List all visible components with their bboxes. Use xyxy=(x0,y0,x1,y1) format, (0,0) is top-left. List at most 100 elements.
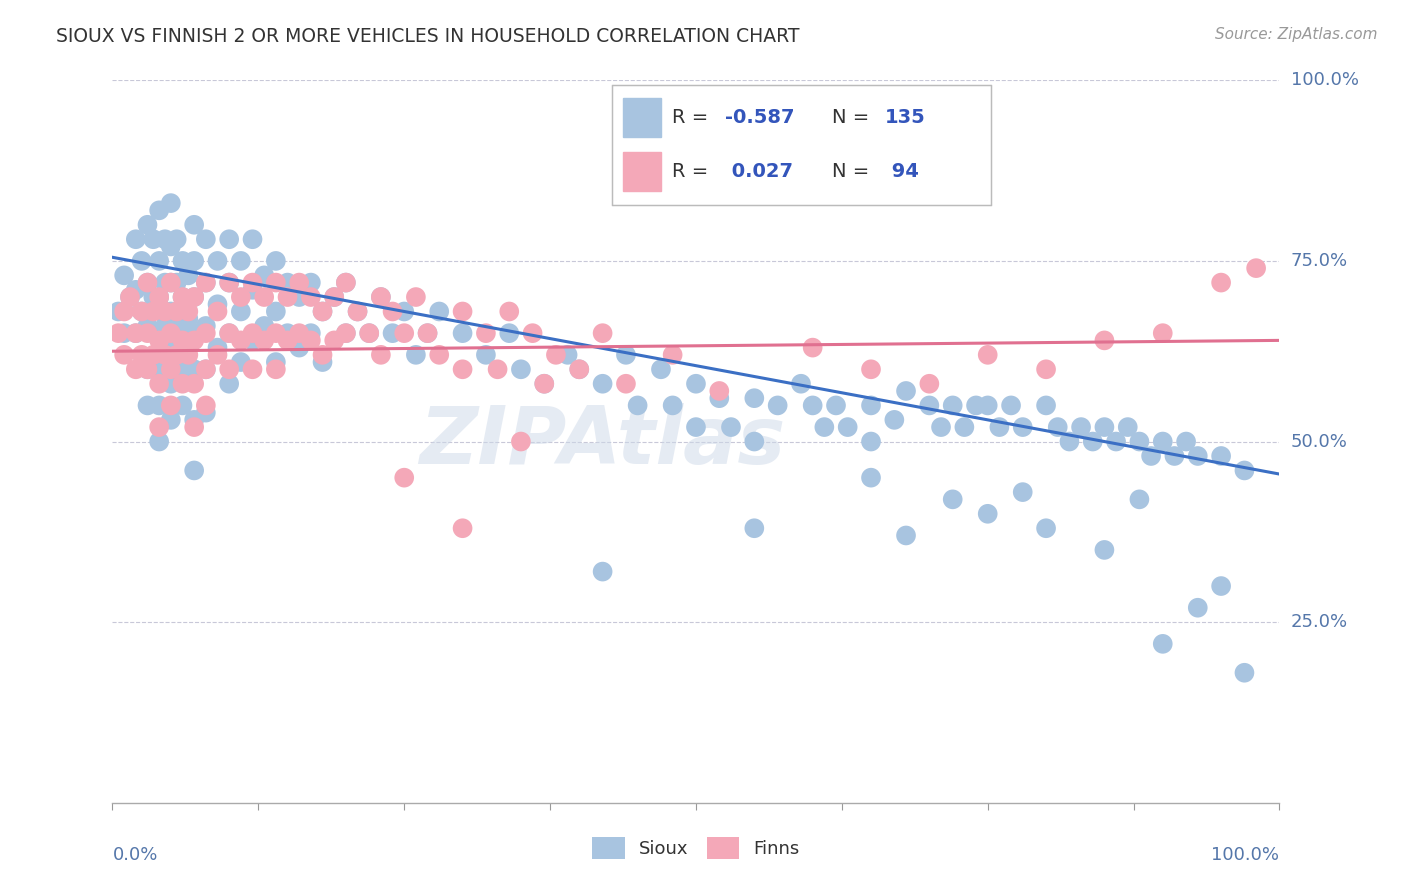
Point xyxy=(1116,420,1139,434)
Point xyxy=(416,326,439,340)
Point xyxy=(194,362,217,376)
Point xyxy=(207,304,229,318)
Point xyxy=(929,420,952,434)
Point xyxy=(131,304,153,318)
Point xyxy=(218,232,240,246)
Point xyxy=(1128,492,1150,507)
Point xyxy=(218,326,240,340)
Point xyxy=(427,304,450,318)
Point xyxy=(370,290,392,304)
Point xyxy=(813,420,835,434)
Point xyxy=(160,413,183,427)
Point xyxy=(229,253,252,268)
Point xyxy=(1187,600,1209,615)
Point xyxy=(942,398,965,412)
Point xyxy=(183,290,205,304)
Point xyxy=(744,434,766,449)
Point xyxy=(194,398,217,412)
Point xyxy=(359,326,381,340)
Text: 135: 135 xyxy=(884,108,925,127)
Point xyxy=(568,362,591,376)
Point xyxy=(709,384,731,398)
Point xyxy=(242,326,264,340)
Point xyxy=(112,304,135,318)
Point xyxy=(172,326,194,340)
Point xyxy=(253,268,276,283)
Point xyxy=(242,283,264,297)
Text: 100.0%: 100.0% xyxy=(1291,71,1358,89)
Point xyxy=(194,326,217,340)
Point xyxy=(148,362,170,376)
Point xyxy=(276,334,298,348)
Point xyxy=(1163,449,1185,463)
Point xyxy=(183,218,205,232)
Point xyxy=(650,362,672,376)
Point xyxy=(976,507,998,521)
Point xyxy=(860,434,883,449)
Point xyxy=(125,232,148,246)
Point xyxy=(160,304,183,318)
Point xyxy=(242,232,264,246)
Point xyxy=(918,376,941,391)
Point xyxy=(118,290,141,304)
Point xyxy=(136,362,159,376)
Bar xyxy=(623,98,661,136)
Point xyxy=(1140,449,1163,463)
Point xyxy=(1233,665,1256,680)
Point xyxy=(918,398,941,412)
Point xyxy=(160,196,183,211)
Point xyxy=(568,362,591,376)
Point xyxy=(346,304,368,318)
Point xyxy=(253,318,276,333)
Bar xyxy=(623,153,661,191)
Point xyxy=(709,391,731,405)
Point xyxy=(264,355,287,369)
Point xyxy=(533,376,555,391)
Point xyxy=(953,420,976,434)
Point xyxy=(370,290,392,304)
Point xyxy=(346,304,368,318)
Point xyxy=(148,203,170,218)
Point xyxy=(894,384,917,398)
Point xyxy=(160,326,183,340)
Point xyxy=(335,276,357,290)
Point xyxy=(177,304,200,318)
Point xyxy=(335,276,357,290)
Point xyxy=(229,304,252,318)
Point xyxy=(592,326,614,340)
Point xyxy=(160,239,183,253)
Point xyxy=(136,326,159,340)
Point xyxy=(194,362,217,376)
Point xyxy=(416,326,439,340)
Point xyxy=(801,341,824,355)
Point xyxy=(142,348,165,362)
Point xyxy=(1152,326,1174,340)
Point xyxy=(276,326,298,340)
Point xyxy=(172,334,194,348)
Point xyxy=(685,376,707,391)
Point xyxy=(627,398,650,412)
Text: 0.0%: 0.0% xyxy=(112,847,157,864)
Point xyxy=(153,318,176,333)
Point xyxy=(766,398,789,412)
Point xyxy=(253,290,276,304)
Point xyxy=(183,362,205,376)
Point xyxy=(744,391,766,405)
Point xyxy=(148,290,170,304)
Point xyxy=(148,420,170,434)
Point xyxy=(276,290,298,304)
Point xyxy=(183,253,205,268)
Point xyxy=(160,276,183,290)
Point xyxy=(544,348,567,362)
Point xyxy=(1094,334,1116,348)
Point xyxy=(614,376,637,391)
Point xyxy=(166,276,188,290)
Point xyxy=(592,565,614,579)
Point xyxy=(125,362,148,376)
Point xyxy=(1187,449,1209,463)
Point xyxy=(153,276,176,290)
Point xyxy=(323,334,346,348)
Point xyxy=(218,376,240,391)
Point xyxy=(311,304,333,318)
Point xyxy=(1070,420,1092,434)
